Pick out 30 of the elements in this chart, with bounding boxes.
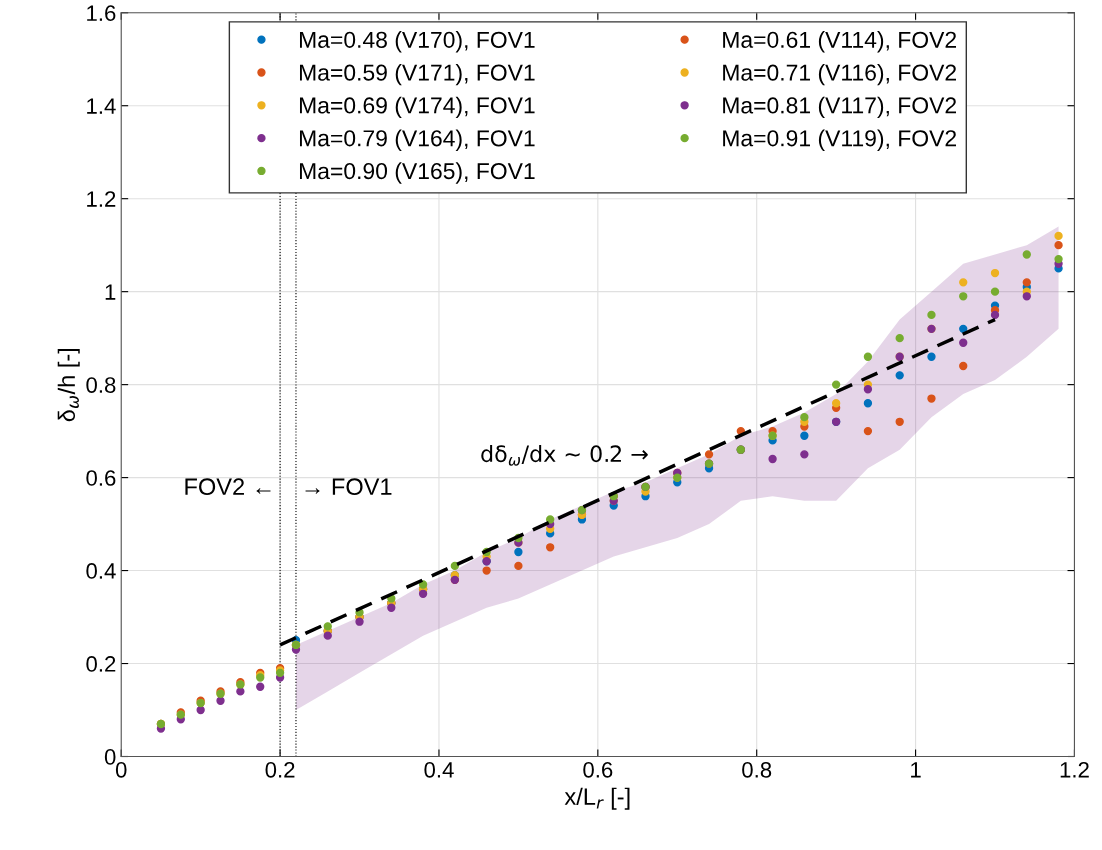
legend-label: Ma=0.61 (V114), FOV2 (723, 31, 956, 53)
y-axis-title: δ$_{ω}$/h [-] (57, 348, 80, 422)
x-tick-label: 1.2 (1060, 761, 1089, 778)
y-tick-label: 0 (104, 749, 116, 765)
legend-label: Ma=0.71 (V116), FOV2 (723, 63, 956, 86)
legend-label: Ma=0.48 (V170), FOV1 (299, 31, 535, 53)
legend-label: Ma=0.59 (V171), FOV1 (299, 63, 535, 86)
legend-label: Ma=0.81 (V117), FOV2 (723, 96, 956, 119)
x-tick-label: 0.6 (583, 761, 613, 778)
ref-line-label: FOV2 ← (185, 478, 271, 496)
x-tick-label: 0.2 (265, 761, 295, 778)
y-tick-label: 1.4 (87, 98, 116, 114)
legend-label: Ma=0.79 (V164), FOV1 (299, 129, 535, 151)
y-tick-label: 1.2 (87, 191, 116, 207)
x-tick-label: 0 (115, 761, 127, 778)
y-tick-label: 1 (105, 284, 116, 300)
y-tick-label: 0.2 (86, 656, 116, 672)
y-tick-label: 1.6 (87, 5, 116, 22)
x-tick-label: 0.4 (424, 761, 454, 778)
annotation: dδ$_{ω}$/dx ∼ 0.2 → (481, 444, 648, 466)
legend-label: Ma=0.91 (V119), FOV2 (723, 129, 956, 151)
y-tick-label: 0.8 (86, 377, 116, 393)
y-tick-label: 0.6 (86, 470, 116, 486)
legend-label: Ma=0.90 (V165), FOV1 (299, 162, 535, 184)
legend-label: Ma=0.69 (V174), FOV1 (299, 96, 535, 119)
x-tick-label: 0.8 (742, 761, 772, 778)
x-axis-title: x/L$_{r}$ [-] (564, 787, 630, 810)
ref-line-label: → FOV1 (305, 478, 392, 496)
y-tick-label: 0.4 (86, 563, 116, 579)
x-tick-label: 1 (911, 762, 921, 778)
